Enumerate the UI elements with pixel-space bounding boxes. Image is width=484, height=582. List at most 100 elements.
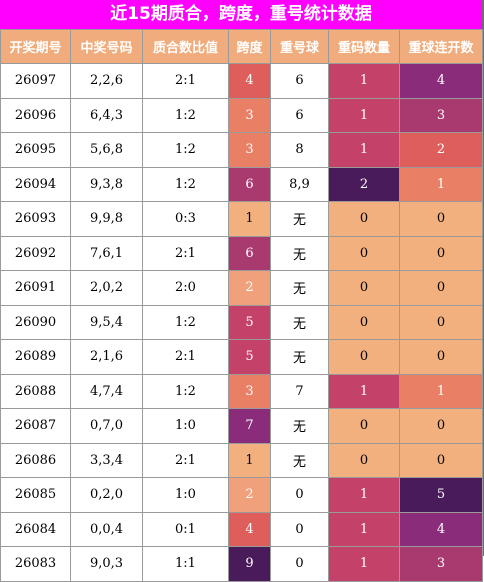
cell-span: 3 — [228, 132, 271, 168]
cell-issue: 26091 — [0, 270, 71, 306]
cell-repeat: 0 — [270, 511, 329, 547]
cell-repeat-count: 0 — [328, 442, 400, 478]
stats-table: 开奖期号 中奖号码 质合数比值 跨度 重号球 重码数量 重球连开数 26097 2… — [0, 29, 483, 582]
cell-repeat: 8,9 — [270, 166, 329, 202]
cell-repeat: 无 — [270, 235, 329, 271]
table-row: 26088 4,7,4 1:2 3 7 1 1 — [0, 373, 483, 409]
cell-streak: 0 — [399, 408, 483, 444]
cell-ratio: 1:2 — [142, 373, 229, 409]
cell-streak: 0 — [399, 270, 483, 306]
page-title: 近15期质合，跨度，重号统计数据 — [0, 0, 482, 29]
cell-ratio: 2:1 — [142, 339, 229, 375]
cell-span: 6 — [228, 235, 271, 271]
cell-numbers: 6,4,3 — [70, 97, 143, 133]
cell-streak: 4 — [399, 63, 483, 99]
cell-span: 3 — [228, 97, 271, 133]
cell-streak: 4 — [399, 511, 483, 547]
cell-span: 2 — [228, 270, 271, 306]
table-row: 26087 0,7,0 1:0 7 无 0 0 — [0, 408, 483, 444]
cell-repeat-count: 0 — [328, 408, 400, 444]
cell-streak: 1 — [399, 166, 483, 202]
cell-numbers: 4,7,4 — [70, 373, 143, 409]
cell-repeat-count: 0 — [328, 304, 400, 340]
cell-ratio: 1:2 — [142, 166, 229, 202]
cell-streak: 1 — [399, 373, 483, 409]
cell-span: 1 — [228, 201, 271, 237]
cell-repeat: 无 — [270, 408, 329, 444]
cell-numbers: 9,5,4 — [70, 304, 143, 340]
col-header-issue: 开奖期号 — [0, 29, 71, 64]
cell-repeat-count: 0 — [328, 270, 400, 306]
table-row: 26083 9,0,3 1:1 9 0 1 3 — [0, 546, 483, 582]
table-row: 26094 9,3,8 1:2 6 8,9 2 1 — [0, 166, 483, 202]
cell-span: 5 — [228, 339, 271, 375]
cell-repeat: 无 — [270, 201, 329, 237]
cell-repeat-count: 0 — [328, 201, 400, 237]
cell-ratio: 1:0 — [142, 477, 229, 513]
cell-numbers: 2,1,6 — [70, 339, 143, 375]
cell-streak: 0 — [399, 304, 483, 340]
table-row: 26084 0,0,4 0:1 4 0 1 4 — [0, 511, 483, 547]
header-row: 开奖期号 中奖号码 质合数比值 跨度 重号球 重码数量 重球连开数 — [0, 29, 483, 64]
cell-span: 4 — [228, 63, 271, 99]
cell-numbers: 0,0,4 — [70, 511, 143, 547]
cell-streak: 0 — [399, 442, 483, 478]
cell-issue: 26088 — [0, 373, 71, 409]
cell-span: 2 — [228, 477, 271, 513]
cell-numbers: 2,0,2 — [70, 270, 143, 306]
cell-repeat-count: 1 — [328, 511, 400, 547]
cell-issue: 26093 — [0, 201, 71, 237]
cell-issue: 26095 — [0, 132, 71, 168]
cell-repeat: 无 — [270, 339, 329, 375]
cell-repeat: 无 — [270, 304, 329, 340]
cell-numbers: 0,2,0 — [70, 477, 143, 513]
cell-repeat: 无 — [270, 270, 329, 306]
cell-repeat: 6 — [270, 63, 329, 99]
table-row: 26085 0,2,0 1:0 2 0 1 5 — [0, 477, 483, 513]
table-row: 26095 5,6,8 1:2 3 8 1 2 — [0, 132, 483, 168]
col-header-repeat: 重号球 — [270, 29, 329, 64]
cell-ratio: 2:1 — [142, 442, 229, 478]
cell-numbers: 2,2,6 — [70, 63, 143, 99]
cell-span: 9 — [228, 546, 271, 582]
cell-ratio: 1:2 — [142, 132, 229, 168]
cell-ratio: 1:2 — [142, 304, 229, 340]
cell-span: 4 — [228, 511, 271, 547]
cell-ratio: 0:1 — [142, 511, 229, 547]
cell-issue: 26094 — [0, 166, 71, 202]
col-header-span: 跨度 — [228, 29, 271, 64]
cell-numbers: 3,3,4 — [70, 442, 143, 478]
table-row: 26090 9,5,4 1:2 5 无 0 0 — [0, 304, 483, 340]
cell-numbers: 0,7,0 — [70, 408, 143, 444]
cell-streak: 3 — [399, 97, 483, 133]
cell-repeat: 0 — [270, 477, 329, 513]
cell-issue: 26086 — [0, 442, 71, 478]
col-header-numbers: 中奖号码 — [70, 29, 143, 64]
cell-ratio: 2:0 — [142, 270, 229, 306]
cell-issue: 26084 — [0, 511, 71, 547]
cell-issue: 26089 — [0, 339, 71, 375]
cell-repeat-count: 1 — [328, 132, 400, 168]
cell-repeat: 6 — [270, 97, 329, 133]
cell-ratio: 2:1 — [142, 235, 229, 271]
cell-span: 6 — [228, 166, 271, 202]
cell-streak: 3 — [399, 546, 483, 582]
table-row: 26091 2,0,2 2:0 2 无 0 0 — [0, 270, 483, 306]
col-header-ratio: 质合数比值 — [142, 29, 229, 64]
cell-issue: 26083 — [0, 546, 71, 582]
cell-issue: 26096 — [0, 97, 71, 133]
cell-ratio: 2:1 — [142, 63, 229, 99]
cell-span: 1 — [228, 442, 271, 478]
cell-repeat: 8 — [270, 132, 329, 168]
cell-repeat-count: 2 — [328, 166, 400, 202]
cell-issue: 26092 — [0, 235, 71, 271]
cell-repeat: 7 — [270, 373, 329, 409]
table-row: 26092 7,6,1 2:1 6 无 0 0 — [0, 235, 483, 271]
cell-issue: 26090 — [0, 304, 71, 340]
cell-streak: 0 — [399, 201, 483, 237]
table-row: 26089 2,1,6 2:1 5 无 0 0 — [0, 339, 483, 375]
cell-repeat-count: 1 — [328, 546, 400, 582]
cell-issue: 26085 — [0, 477, 71, 513]
cell-repeat-count: 0 — [328, 339, 400, 375]
